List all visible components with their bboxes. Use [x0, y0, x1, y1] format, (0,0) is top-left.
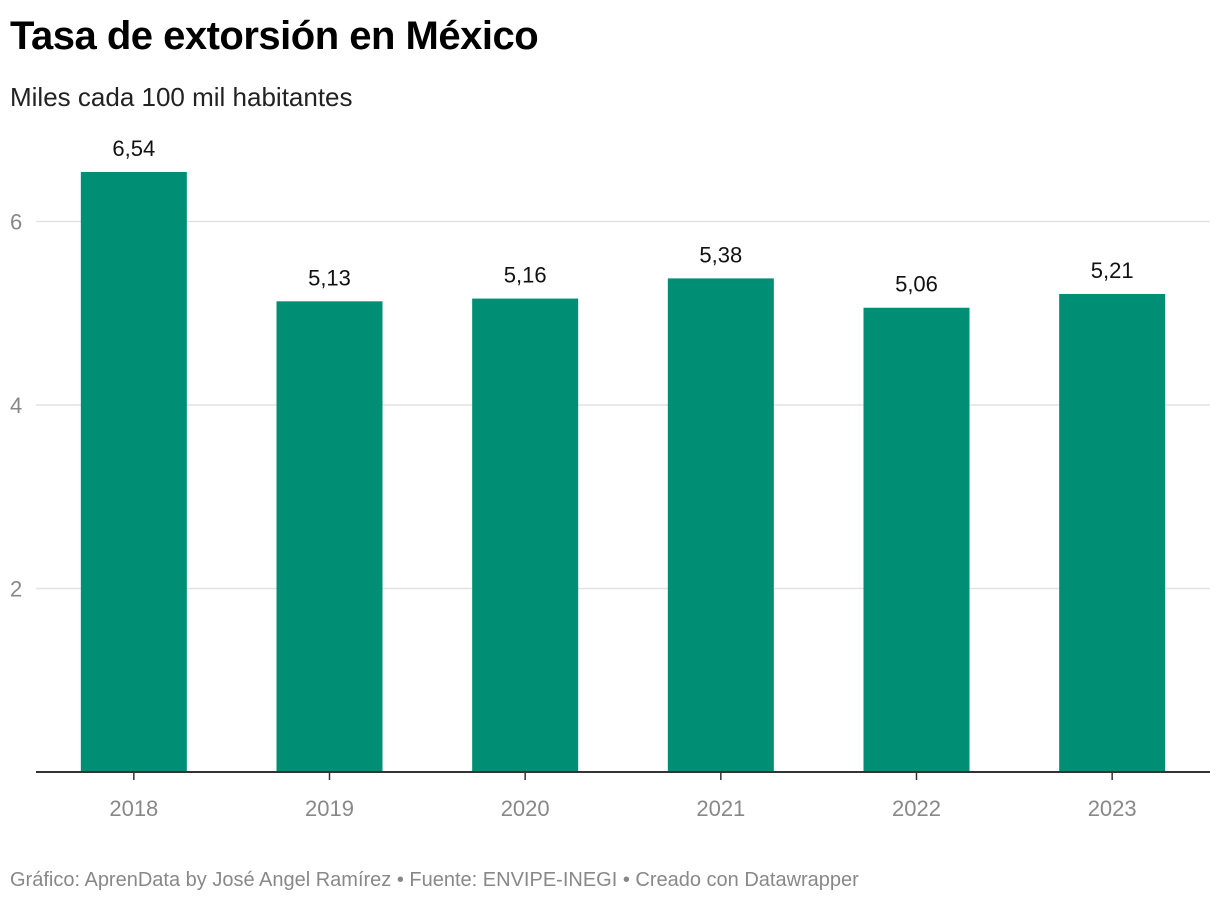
value-label: 5,06 — [895, 272, 938, 297]
x-tick-label: 2020 — [501, 796, 550, 821]
chart-footer: Gráfico: AprenData by José Angel Ramírez… — [10, 869, 859, 891]
y-tick-label: 4 — [10, 393, 22, 418]
x-tick-label: 2022 — [892, 796, 941, 821]
value-labels: 6,54 5,13 5,16 5,38 5,06 5,21 — [112, 136, 1133, 297]
bar-chart: 2 4 6 6,54 5,13 5,16 5,38 5,06 5,21 2018 2019 202… — [10, 136, 1210, 821]
bars — [80, 171, 1166, 772]
x-tick-label: 2018 — [109, 796, 158, 821]
value-label: 5,16 — [504, 263, 547, 288]
value-label: 6,54 — [112, 136, 155, 161]
bar-2020 — [472, 298, 579, 772]
value-label: 5,13 — [308, 265, 351, 290]
value-label: 5,21 — [1091, 258, 1134, 283]
x-tick-label: 2019 — [305, 796, 354, 821]
x-tick-label: 2021 — [696, 796, 745, 821]
gridlines: 2 4 6 — [10, 210, 1210, 602]
bar-2023 — [1059, 293, 1166, 772]
bar-2021 — [667, 278, 774, 772]
value-label: 5,38 — [699, 242, 742, 267]
chart-title: Tasa de extorsión en México — [10, 14, 539, 58]
chart-subtitle: Miles cada 100 mil habitantes — [10, 82, 353, 112]
x-axis: 2018 2019 2020 2021 2022 2023 — [36, 771, 1210, 821]
bar-2019 — [276, 301, 383, 772]
bar-2022 — [863, 307, 970, 772]
x-tick-label: 2023 — [1088, 796, 1137, 821]
y-tick-label: 6 — [10, 210, 22, 235]
bar-2018 — [80, 171, 187, 772]
y-tick-label: 2 — [10, 577, 22, 602]
